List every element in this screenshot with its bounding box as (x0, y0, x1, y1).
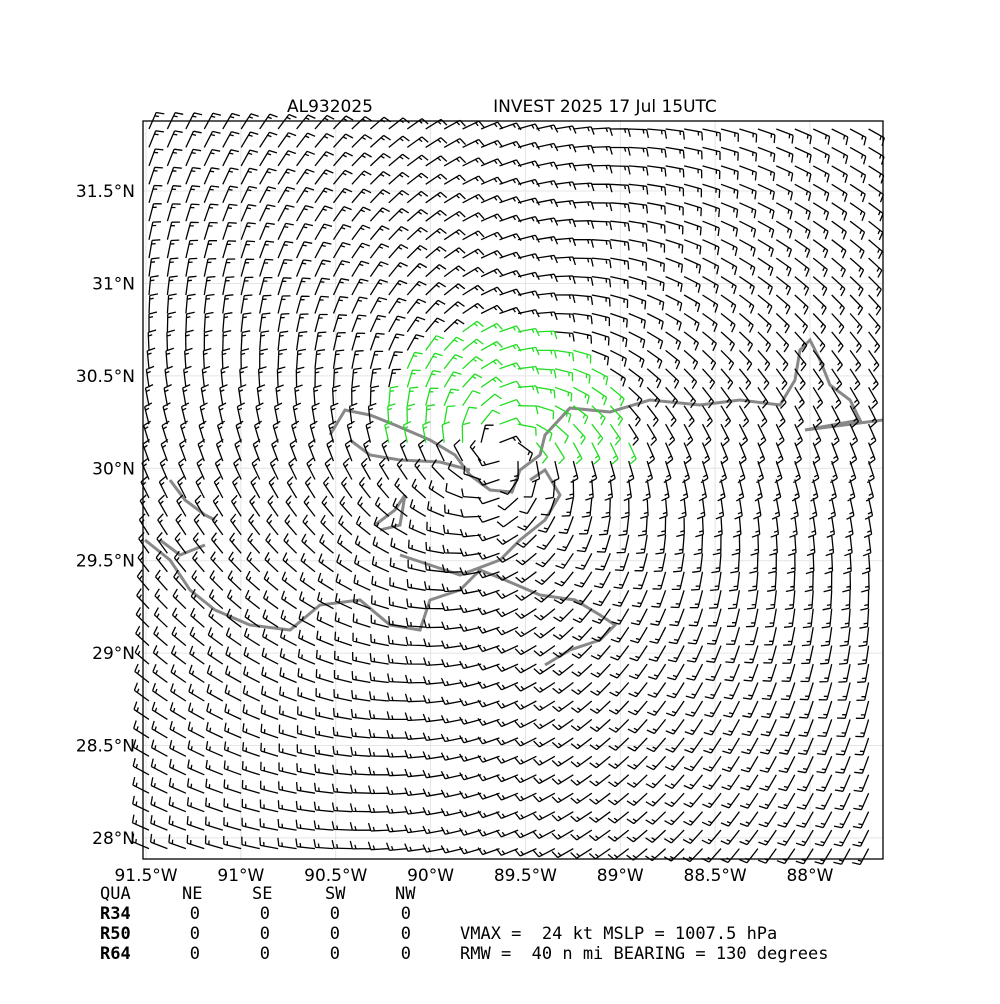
map-frame (142, 120, 884, 860)
table-cell: 0 (401, 904, 411, 924)
table-cell: 0 (260, 944, 270, 964)
table-cell: 0 (190, 924, 200, 944)
x-tick-label: 91.5°W (114, 866, 177, 886)
table-header: NW (395, 884, 416, 904)
table-header: QUA (100, 884, 131, 904)
x-tick-label: 88.5°W (684, 866, 747, 886)
x-tick-label: 89.5°W (494, 866, 557, 886)
table-header: SW (325, 884, 346, 904)
table-cell: 0 (330, 924, 340, 944)
storm-id: AL932025 (287, 97, 373, 117)
y-tick-label: 29°N (92, 644, 135, 664)
chart-title: INVEST 2025 17 Jul 15UTC (493, 97, 717, 117)
y-tick-label: 28°N (92, 829, 135, 849)
table-cell: 0 (260, 904, 270, 924)
y-tick-label: 30.5°N (76, 367, 135, 387)
x-tick-label: 89°W (597, 866, 644, 886)
row-label: R34 (100, 904, 131, 924)
coast-segment (328, 337, 884, 494)
table-header: NE (182, 884, 202, 904)
table-cell: 0 (401, 944, 411, 964)
table-cell: 0 (330, 904, 340, 924)
wind-barbs-strong (384, 320, 637, 465)
wind-barbs (131, 111, 885, 866)
storm-info: VMAX = 24 kt MSLP = 1007.5 hPa (460, 924, 777, 944)
coast-segment (399, 467, 562, 577)
y-tick-label: 31.5°N (76, 182, 135, 202)
row-label: R64 (100, 944, 131, 964)
table-cell: 0 (401, 924, 411, 944)
x-tick-label: 90°W (407, 866, 454, 886)
row-label: R50 (100, 924, 131, 944)
coastline (144, 337, 884, 667)
table-cell: 0 (190, 904, 200, 924)
wind-field (131, 111, 885, 866)
table-cell: 0 (190, 944, 200, 964)
y-tick-label: 28.5°N (76, 737, 135, 757)
x-tick-label: 90.5°W (304, 866, 367, 886)
coast-segment (144, 538, 618, 667)
coast-segment (159, 479, 216, 557)
y-tick-label: 30°N (92, 459, 135, 479)
table-header: SE (252, 884, 272, 904)
table-cell: 0 (330, 944, 340, 964)
x-tick-label: 88°W (786, 866, 833, 886)
y-tick-label: 31°N (92, 274, 135, 294)
x-tick-label: 91°W (217, 866, 264, 886)
y-tick-label: 29.5°N (76, 552, 135, 572)
storm-info: RMW = 40 n mi BEARING = 130 degrees (460, 944, 828, 964)
table-cell: 0 (260, 924, 270, 944)
